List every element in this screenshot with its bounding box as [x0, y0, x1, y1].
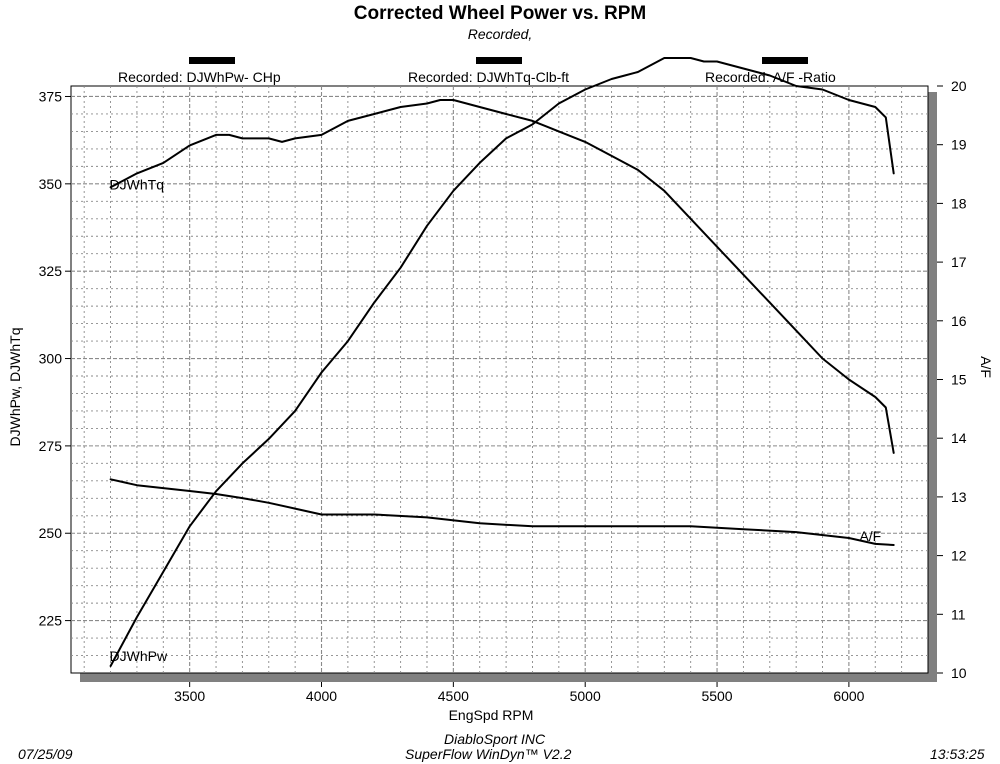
x-tick-label: 6000	[833, 688, 864, 704]
axis-ticks: 3500 4000 4500 5000 5500 6000 225 250 275 300 325 3…	[39, 78, 967, 704]
legend-swatch-af	[762, 57, 808, 64]
x-tick-label: 3500	[174, 688, 205, 704]
series-line-af	[109, 478, 895, 546]
series-lines	[109, 57, 895, 667]
plot-shadow-bottom	[80, 673, 937, 682]
y-axis-label-left: DJWhPw, DJWhTq	[7, 327, 23, 446]
y-left-tick-label: 250	[39, 525, 63, 541]
annotation-power: DJWhPw	[110, 648, 168, 664]
legend-swatch-torque	[476, 57, 522, 64]
footer-date: 07/25/09	[18, 746, 73, 762]
series-line-power	[109, 57, 895, 667]
grid	[71, 86, 928, 673]
legend-label-power: Recorded: DJWhPw- CHp	[118, 69, 281, 85]
y-left-tick-label: 300	[39, 351, 63, 367]
x-tick-label: 4000	[306, 688, 337, 704]
plot-shadow-right	[928, 92, 937, 682]
footer-software: SuperFlow WinDyn™ V2.2	[405, 746, 572, 762]
x-tick-label: 4500	[438, 688, 469, 704]
y-right-tick-label: 10	[951, 665, 967, 681]
y-left-tick-label: 225	[39, 613, 63, 629]
chart-subtitle: Recorded,	[467, 26, 533, 42]
y-right-tick-label: 16	[951, 313, 967, 329]
legend-label-af: Recorded: A/F -Ratio	[705, 69, 836, 85]
y-right-tick-label: 14	[951, 430, 967, 446]
series-line-torque	[109, 99, 895, 454]
y-left-tick-label: 325	[39, 263, 63, 279]
footer-company: DiabloSport INC	[444, 731, 546, 747]
annotation-torque: DJWhTq	[110, 176, 164, 192]
line-annotations: DJWhTq DJWhPw A/F	[110, 176, 882, 664]
legend-swatch-power	[189, 57, 235, 64]
chart-title: Corrected Wheel Power vs. RPM	[353, 3, 647, 24]
y-right-tick-label: 17	[951, 254, 967, 270]
y-right-tick-label: 12	[951, 548, 967, 564]
x-tick-label: 5500	[701, 688, 732, 704]
plot-area	[70, 85, 929, 674]
y-right-tick-label: 15	[951, 372, 967, 388]
x-axis-label: EngSpd RPM	[449, 707, 534, 723]
y-right-tick-label: 20	[951, 78, 967, 94]
y-axis-label-right: A/F	[978, 356, 994, 378]
legend-label-torque: Recorded: DJWhTq-Clb-ft	[408, 69, 570, 85]
y-right-tick-label: 19	[951, 137, 967, 153]
y-left-tick-label: 375	[39, 88, 63, 104]
y-left-tick-label: 350	[39, 176, 63, 192]
y-right-tick-label: 18	[951, 195, 967, 211]
y-right-tick-label: 13	[951, 489, 967, 505]
y-right-tick-label: 11	[951, 606, 966, 622]
x-tick-label: 5000	[570, 688, 601, 704]
annotation-af: A/F	[859, 528, 881, 544]
footer-time: 13:53:25	[930, 746, 985, 762]
y-left-tick-label: 275	[39, 438, 63, 454]
